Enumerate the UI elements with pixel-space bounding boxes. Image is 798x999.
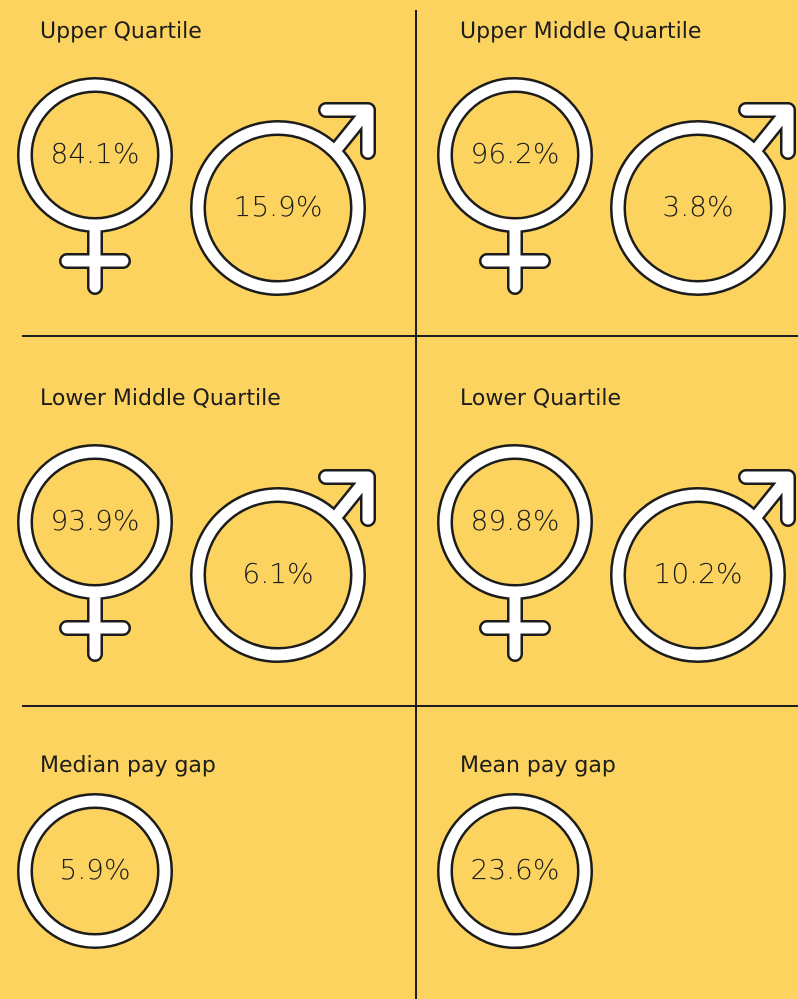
panel-title: Upper Middle Quartile [460,19,701,44]
male-value: 10.2% [654,557,743,590]
male-symbol-fill [612,471,794,661]
female-symbol-fill [439,79,591,293]
female-symbol-fill [19,446,171,660]
female-symbol-fill [439,446,591,660]
panel-title: Median pay gap [40,753,216,778]
gap-circle-fill [19,795,171,947]
male-symbol-fill [192,471,374,661]
female-symbol-fill [19,79,171,293]
male-value: 6.1% [242,557,313,590]
female-value: 84.1% [51,137,140,170]
panel-title: Upper Quartile [40,19,202,44]
female-value: 89.8% [471,504,560,537]
gap-value: 5.9% [59,853,130,886]
male-value: 15.9% [234,190,323,223]
panel-title: Lower Middle Quartile [40,386,281,411]
male-symbol-fill [612,104,794,294]
female-value: 93.9% [51,504,140,537]
panel-title: Mean pay gap [460,753,616,778]
female-value: 96.2% [471,137,560,170]
male-value: 3.8% [662,190,733,223]
gap-circle-fill [439,795,591,947]
male-symbol-fill [192,104,374,294]
gap-value: 23.6% [471,853,560,886]
panel-title: Lower Quartile [460,386,621,411]
